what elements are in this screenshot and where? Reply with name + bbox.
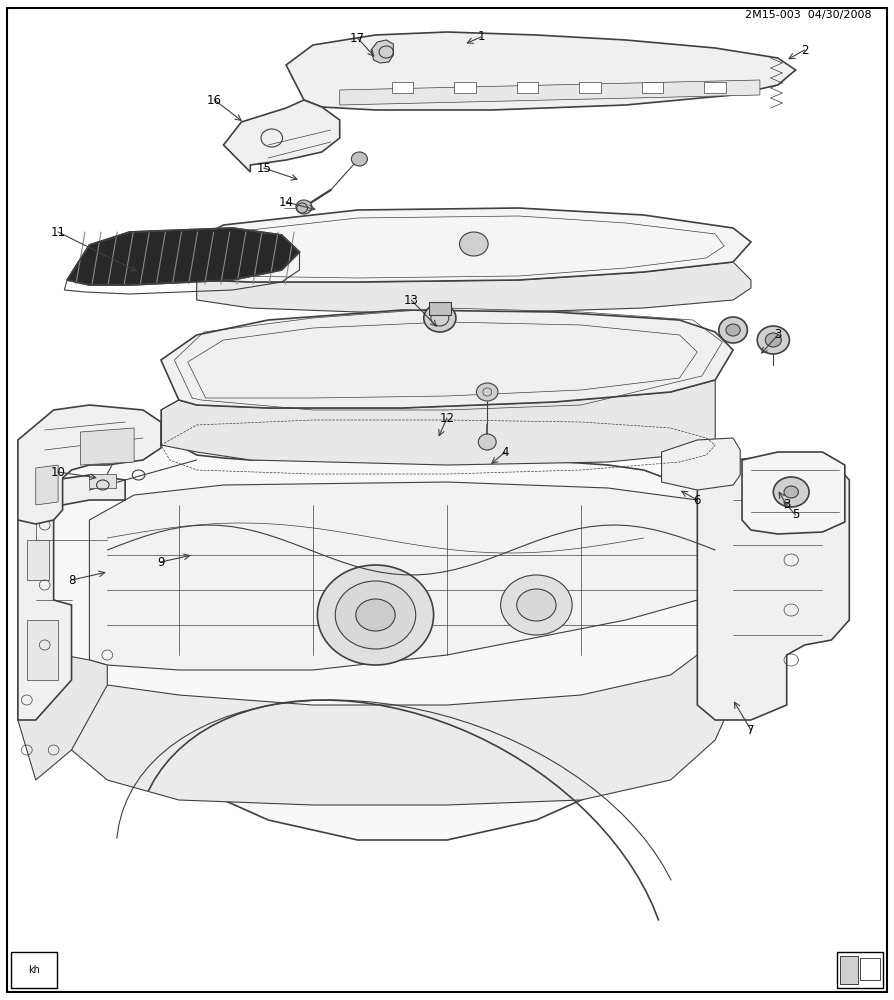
Text: 2: 2 <box>801 43 808 56</box>
Polygon shape <box>392 82 413 93</box>
Polygon shape <box>36 445 805 840</box>
Ellipse shape <box>478 434 496 450</box>
Ellipse shape <box>356 599 395 631</box>
Polygon shape <box>429 302 451 315</box>
Polygon shape <box>36 465 58 505</box>
Polygon shape <box>742 452 845 534</box>
Polygon shape <box>517 82 538 93</box>
Polygon shape <box>18 620 107 780</box>
Polygon shape <box>27 620 58 680</box>
Ellipse shape <box>477 383 498 401</box>
Ellipse shape <box>351 152 367 166</box>
Text: 5: 5 <box>792 508 799 522</box>
Text: 9: 9 <box>157 556 164 568</box>
Bar <box>840 956 858 984</box>
Polygon shape <box>371 40 393 63</box>
Text: 12: 12 <box>440 412 454 424</box>
Text: 6: 6 <box>694 493 701 506</box>
Polygon shape <box>72 655 733 805</box>
Ellipse shape <box>296 200 312 214</box>
Polygon shape <box>224 100 340 172</box>
Text: 7: 7 <box>747 724 755 736</box>
Text: kh: kh <box>28 965 40 975</box>
Polygon shape <box>454 82 476 93</box>
Ellipse shape <box>757 326 789 354</box>
Polygon shape <box>18 405 161 524</box>
Polygon shape <box>161 310 733 408</box>
Polygon shape <box>197 262 751 312</box>
Bar <box>860 958 880 980</box>
Ellipse shape <box>335 581 416 649</box>
Text: 11: 11 <box>51 226 65 238</box>
Bar <box>837 952 883 988</box>
Polygon shape <box>27 540 49 580</box>
Text: 8: 8 <box>68 574 75 586</box>
Polygon shape <box>80 428 134 465</box>
Polygon shape <box>662 438 740 490</box>
Text: 13: 13 <box>404 294 418 306</box>
Polygon shape <box>286 32 796 110</box>
Polygon shape <box>89 474 116 488</box>
Polygon shape <box>697 455 849 720</box>
Bar <box>11 952 57 988</box>
Ellipse shape <box>317 565 434 665</box>
Polygon shape <box>179 208 751 282</box>
Polygon shape <box>89 482 733 670</box>
Polygon shape <box>579 82 601 93</box>
Polygon shape <box>340 80 760 105</box>
Text: 1: 1 <box>477 30 485 43</box>
Text: 14: 14 <box>279 196 293 209</box>
Polygon shape <box>67 228 299 285</box>
Ellipse shape <box>517 589 556 621</box>
Polygon shape <box>642 82 663 93</box>
Text: 16: 16 <box>207 94 222 106</box>
Text: 3: 3 <box>774 328 781 342</box>
Text: 3: 3 <box>783 498 790 512</box>
Ellipse shape <box>784 486 798 498</box>
Polygon shape <box>161 380 715 465</box>
Ellipse shape <box>726 324 740 336</box>
Text: 4: 4 <box>502 446 509 458</box>
Ellipse shape <box>765 333 781 347</box>
Polygon shape <box>18 475 125 720</box>
Text: 15: 15 <box>257 161 271 174</box>
Ellipse shape <box>719 317 747 343</box>
Polygon shape <box>704 82 726 93</box>
Ellipse shape <box>773 477 809 507</box>
Ellipse shape <box>460 232 488 256</box>
Ellipse shape <box>501 575 572 635</box>
Text: 17: 17 <box>350 31 365 44</box>
Text: 2M15-003  04/30/2008: 2M15-003 04/30/2008 <box>745 10 872 20</box>
Ellipse shape <box>424 304 456 332</box>
Text: 10: 10 <box>51 466 65 479</box>
